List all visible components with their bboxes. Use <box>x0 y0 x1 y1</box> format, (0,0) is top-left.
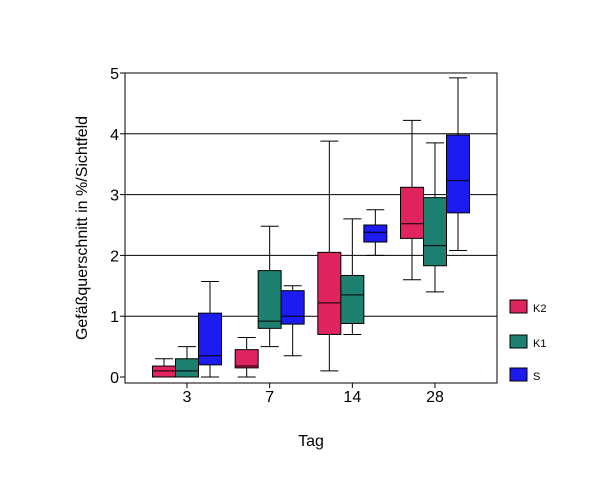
x-tick-label: 14 <box>343 389 361 406</box>
x-axis-label: Tag <box>298 433 324 450</box>
box-series <box>152 77 470 378</box>
box-k2-3 <box>152 358 176 378</box>
y-tick-label: 4 <box>110 127 119 144</box>
y-axis-label: Gefäßquerschnitt in %/Sichtfeld <box>74 116 91 340</box>
legend-item-k1: K1 <box>509 334 546 350</box>
box-body <box>363 224 388 243</box>
x-tick-label: 7 <box>265 389 274 406</box>
legend-item-s: S <box>509 367 540 383</box>
box-s-7 <box>280 285 305 357</box>
y-tick-label: 5 <box>110 66 119 83</box>
y-tick-label: 2 <box>110 248 119 265</box>
legend-swatch <box>509 367 528 382</box>
box-k2-7 <box>234 336 259 378</box>
box-s-14 <box>363 209 388 256</box>
box-k2-14 <box>317 140 342 372</box>
box-body <box>257 270 282 329</box>
box-body <box>423 197 447 267</box>
legend: K2 K1 S <box>509 299 546 383</box>
y-tick-label: 3 <box>110 188 119 205</box>
box-body <box>234 349 259 369</box>
legend-label: K2 <box>533 303 546 315</box>
box-s-3 <box>198 281 222 378</box>
y-tick-label: 0 <box>110 370 119 387</box>
box-body <box>152 365 176 378</box>
y-axis-ticks: 0 1 2 3 4 5 <box>110 66 125 387</box>
box-s-28 <box>446 77 470 252</box>
box-body <box>446 134 470 214</box>
legend-item-k2: K2 <box>509 299 546 315</box>
box-body <box>198 312 222 366</box>
box-k1-28 <box>423 142 447 293</box>
x-tick-label: 28 <box>426 389 444 406</box>
x-tick-label: 3 <box>183 389 192 406</box>
box-body <box>400 186 424 239</box>
box-k1-3 <box>175 346 199 378</box>
legend-swatch <box>509 334 528 349</box>
box-body <box>175 358 199 378</box>
box-body <box>317 251 342 335</box>
legend-label: K1 <box>533 338 546 350</box>
box-k2-28 <box>400 119 424 281</box>
plot-area-frame <box>124 72 498 384</box>
legend-swatch <box>509 299 528 314</box>
x-axis-ticks: 3 7 14 28 <box>183 383 444 406</box>
box-body <box>280 290 305 325</box>
y-tick-label: 1 <box>110 309 119 326</box>
legend-label: S <box>533 371 540 383</box>
box-body <box>340 274 365 324</box>
box-k1-7 <box>257 225 282 348</box>
box-k1-14 <box>340 218 365 335</box>
